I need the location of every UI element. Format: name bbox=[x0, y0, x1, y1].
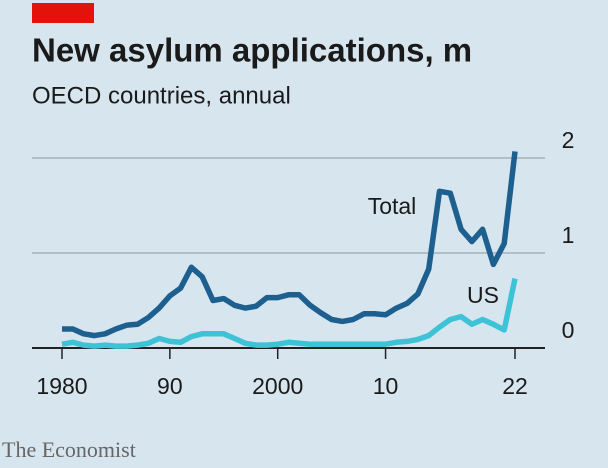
x-tick-label: 1980 bbox=[36, 373, 87, 399]
series-label: Total bbox=[368, 193, 417, 219]
source: The Economist bbox=[2, 437, 136, 462]
series-line bbox=[61, 278, 518, 349]
x-tick-label: 90 bbox=[157, 373, 183, 399]
chart-title: New asylum applications, m bbox=[32, 32, 472, 69]
series-label: US bbox=[467, 282, 499, 308]
brand-tag bbox=[32, 3, 94, 23]
chart-subtitle: OECD countries, annual bbox=[32, 82, 291, 109]
series-line bbox=[62, 151, 518, 339]
y-tick-label: 2 bbox=[562, 127, 575, 153]
x-tick-label: 10 bbox=[373, 373, 399, 399]
y-tick-label: 0 bbox=[562, 317, 575, 343]
x-tick-label: 22 bbox=[502, 373, 528, 399]
y-tick-label: 1 bbox=[562, 222, 575, 248]
x-tick-label: 2000 bbox=[252, 373, 303, 399]
